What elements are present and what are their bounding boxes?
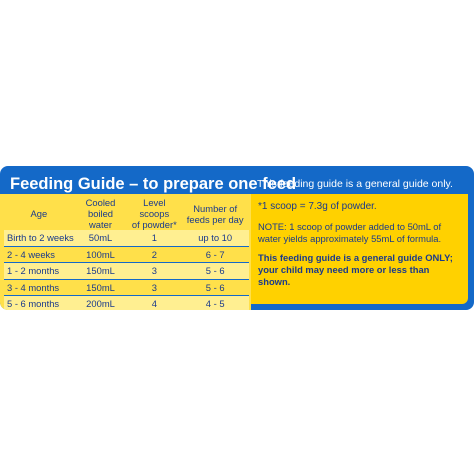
cell-feeds: up to 10 xyxy=(181,230,249,246)
cell-age: 2 - 4 weeks xyxy=(4,245,74,263)
cell-scoops: 3 xyxy=(127,278,182,296)
cell-age: 3 - 4 months xyxy=(4,278,74,296)
yield-note: NOTE: 1 scoop of powder added to 50mL of… xyxy=(258,221,442,244)
cell-feeds: 4 - 5 xyxy=(181,295,249,310)
cell-scoops: 4 xyxy=(127,295,182,310)
header-age: Age xyxy=(30,208,48,219)
cell-scoops: 2 xyxy=(127,245,182,263)
cell-age: 1 - 2 months xyxy=(4,262,74,279)
cell-water: 50mL xyxy=(73,230,128,246)
cell-scoops: 3 xyxy=(127,262,182,279)
table-header-row: Age Cooled boiled water Level scoops of po… xyxy=(4,197,249,230)
table-row: 5 - 6 months 200mL 4 4 - 5 xyxy=(4,295,249,310)
panel-subtitle: This feeding guide is a general guide on… xyxy=(257,178,453,190)
cell-feeds: 5 - 6 xyxy=(181,262,249,279)
header-water: Cooled boiled water xyxy=(85,197,116,230)
cell-water: 150mL xyxy=(73,278,128,296)
cell-scoops: 1 xyxy=(127,230,182,246)
cell-feeds: 5 - 6 xyxy=(181,278,249,296)
table-row: 1 - 2 months 150mL 3 5 - 6 xyxy=(4,262,249,279)
cell-water: 150mL xyxy=(73,262,128,279)
feeding-table: Age Cooled boiled water Level scoops of po… xyxy=(4,197,249,310)
scoop-note: *1 scoop = 7.3g of powder. xyxy=(258,201,377,212)
table-row: 3 - 4 months 150mL 3 5 - 6 xyxy=(4,278,249,296)
header-feeds: Number of feeds per day xyxy=(186,202,244,225)
cell-water: 200mL xyxy=(73,295,128,310)
cell-age: Birth to 2 weeks xyxy=(4,230,74,246)
feeding-table-area: Age Cooled boiled water Level scoops of po… xyxy=(0,194,251,310)
panel-title: Feeding Guide – to prepare one feed xyxy=(10,175,297,193)
cell-water: 100mL xyxy=(73,245,128,263)
feeding-guide-panel: Feeding Guide – to prepare one feed This… xyxy=(0,166,474,310)
header-scoops: Level scoops of powder* xyxy=(131,197,177,230)
cell-feeds: 6 - 7 xyxy=(181,245,249,263)
general-guide-note: This feeding guide is a general guide ON… xyxy=(258,252,453,287)
cell-age: 5 - 6 months xyxy=(4,295,74,310)
info-box: *1 scoop = 7.3g of powder. NOTE: 1 scoop… xyxy=(251,194,468,304)
table-row: Birth to 2 weeks 50mL 1 up to 10 xyxy=(4,230,249,246)
table-row: 2 - 4 weeks 100mL 2 6 - 7 xyxy=(4,245,249,263)
